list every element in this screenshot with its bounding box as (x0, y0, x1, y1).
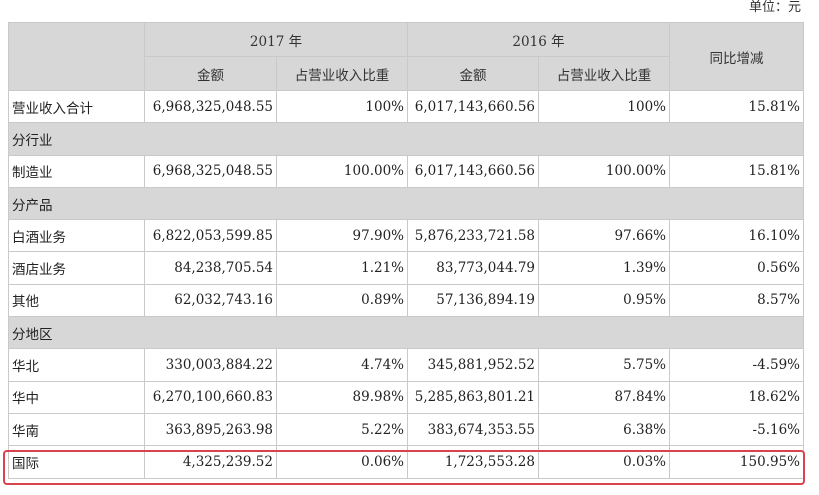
yoy-change: 15.81% (669, 154, 804, 188)
section-label: 分地区 (8, 316, 804, 350)
table-row-total: 营业收入合计 6,968,325,048.55 100% 6,017,143,6… (8, 89, 804, 124)
amount-2016: 57,136,894.19 (407, 283, 539, 318)
amount-2016: 5,285,863,801.21 (407, 380, 539, 414)
share-2016: 97.66% (538, 219, 670, 253)
share-2017: 4.74% (276, 348, 408, 382)
amount-2017: 84,238,705.54 (144, 251, 277, 285)
row-label: 酒店业务 (8, 251, 145, 285)
row-label: 营业收入合计 (8, 89, 145, 124)
amount-2016: 1,723,553.28 (407, 445, 539, 479)
table-row-south: 华南 363,895,263.98 5.22% 383,674,353.55 6… (8, 412, 804, 447)
amount-2017: 6,968,325,048.55 (144, 154, 277, 188)
header-yoy: 同比增减 (669, 22, 804, 91)
header-amount-2017: 金额 (144, 56, 277, 91)
yoy-change: 18.62% (669, 380, 804, 414)
amount-2017: 363,895,263.98 (144, 412, 277, 447)
amount-2016: 83,773,044.79 (407, 251, 539, 285)
header-share-2017: 占营业收入比重 (276, 56, 408, 91)
header-year-2016: 2016 年 (407, 22, 670, 57)
row-label: 制造业 (8, 154, 145, 188)
header-share-2016: 占营业收入比重 (538, 56, 670, 91)
yoy-change: 8.57% (669, 283, 804, 318)
row-label: 华南 (8, 412, 145, 447)
yoy-change: -5.16% (669, 412, 804, 447)
header-amount-2016: 金额 (407, 56, 539, 91)
amount-2017: 6,270,100,660.83 (144, 380, 277, 414)
row-label: 白酒业务 (8, 219, 145, 253)
row-label: 其他 (8, 283, 145, 318)
table-row-central: 华中 6,270,100,660.83 89.98% 5,285,863,801… (8, 380, 804, 414)
row-label: 国际 (8, 445, 145, 479)
amount-2016: 6,017,143,660.56 (407, 154, 539, 188)
share-2017: 100.00% (276, 154, 408, 188)
share-2017: 5.22% (276, 412, 408, 447)
amount-2017: 330,003,884.22 (144, 348, 277, 382)
share-2017: 1.21% (276, 251, 408, 285)
amount-2016: 383,674,353.55 (407, 412, 539, 447)
amount-2017: 6,822,053,599.85 (144, 219, 277, 253)
header-row-metrics: 金额 占营业收入比重 金额 占营业收入比重 (9, 56, 804, 91)
share-2017: 0.89% (276, 283, 408, 318)
header-row-years: 2017 年 2016 年 同比增减 (8, 22, 804, 91)
share-2017: 0.06% (276, 445, 408, 479)
table-row-liquor: 白酒业务 6,822,053,599.85 97.90% 5,876,233,7… (8, 219, 804, 253)
header-year-2017: 2017 年 (144, 22, 408, 57)
share-2016: 6.38% (538, 412, 670, 447)
revenue-table: 2017 年 2016 年 同比增减 金额 占营业收入比重 金额 占营业收入比重… (8, 22, 804, 479)
yoy-change: 15.81% (669, 89, 804, 124)
amount-2016: 5,876,233,721.58 (407, 219, 539, 253)
amount-2016: 345,881,952.52 (407, 348, 539, 382)
share-2017: 100% (276, 89, 408, 124)
header-corner (8, 22, 145, 91)
table-row-other: 其他 62,032,743.16 0.89% 57,136,894.19 0.9… (8, 283, 804, 318)
section-product: 分产品 (8, 186, 804, 221)
table-row-north: 华北 330,003,884.22 4.74% 345,881,952.52 5… (8, 348, 804, 382)
yoy-change: -4.59% (669, 348, 804, 382)
share-2017: 97.90% (276, 219, 408, 253)
yoy-change: 0.56% (669, 251, 804, 285)
section-label: 分产品 (8, 186, 804, 221)
amount-2017: 4,325,239.52 (144, 445, 277, 479)
section-label: 分行业 (8, 122, 804, 156)
amount-2017: 62,032,743.16 (144, 283, 277, 318)
amount-2017: 6,968,325,048.55 (144, 89, 277, 124)
yoy-change: 150.95% (669, 445, 804, 479)
share-2016: 1.39% (538, 251, 670, 285)
share-2016: 100.00% (538, 154, 670, 188)
table-row-international: 国际 4,325,239.52 0.06% 1,723,553.28 0.03%… (8, 445, 804, 479)
row-label: 华北 (8, 348, 145, 382)
share-2016: 87.84% (538, 380, 670, 414)
share-2016: 0.95% (538, 283, 670, 318)
table-row-manufacturing: 制造业 6,968,325,048.55 100.00% 6,017,143,6… (8, 154, 804, 188)
share-2016: 100% (538, 89, 670, 124)
share-2016: 0.03% (538, 445, 670, 479)
section-industry: 分行业 (8, 122, 804, 156)
yoy-change: 16.10% (669, 219, 804, 253)
row-label: 华中 (8, 380, 145, 414)
unit-label: 单位：元 (748, 0, 801, 15)
table-row-hotel: 酒店业务 84,238,705.54 1.21% 83,773,044.79 1… (8, 251, 804, 285)
amount-2016: 6,017,143,660.56 (407, 89, 539, 124)
section-region: 分地区 (8, 316, 804, 350)
share-2016: 5.75% (538, 348, 670, 382)
share-2017: 89.98% (276, 380, 408, 414)
